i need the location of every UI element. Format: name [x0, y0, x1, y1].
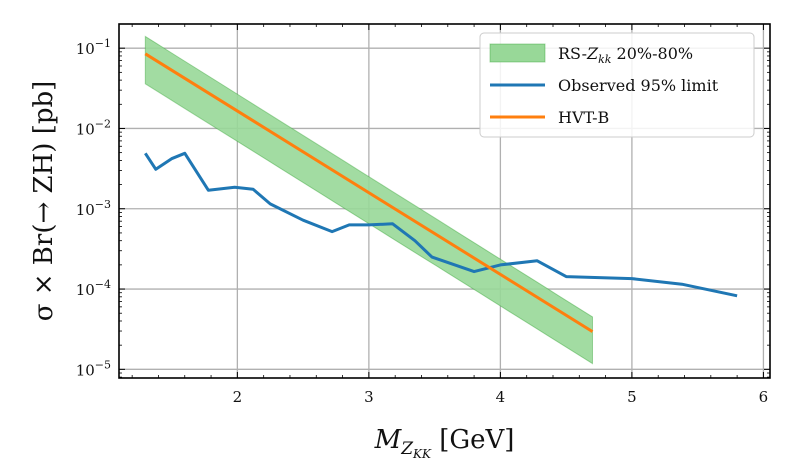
- legend-swatch-band: [489, 43, 546, 63]
- y-tick-label: 10−3: [76, 198, 111, 219]
- y-tick-label: 10−2: [76, 117, 111, 138]
- legend-label: RS-Zkk 20%-80%: [558, 44, 693, 66]
- y-tick-label: 10−1: [76, 37, 111, 58]
- hvt-b-line: [144, 52, 594, 333]
- x-axis-label: MZKK [GeV]: [374, 425, 515, 461]
- band-layer: [144, 35, 593, 365]
- x-tick-label: 3: [364, 388, 374, 406]
- x-tick-label: 4: [496, 388, 506, 406]
- legend-label: Observed 95% limit: [558, 76, 719, 95]
- ticks: 2 3 4 5 6 10−5 10−4 10−3 10−2 10−1: [76, 23, 770, 406]
- x-tick-label: 2: [233, 388, 243, 406]
- legend: RS-Zkk 20%-80% Observed 95% limit HVT-B: [479, 32, 755, 138]
- rs-zkk-band: [144, 35, 593, 365]
- legend-box: [479, 32, 755, 138]
- plot-frame: [118, 23, 771, 379]
- y-tick-label: 10−5: [76, 358, 111, 379]
- series-layer: [144, 52, 738, 333]
- y-tick-label: 10−4: [76, 278, 111, 299]
- observed-limit-line: [144, 151, 738, 298]
- y-axis-label: σ × Br(→ ZH) [pb]: [29, 81, 59, 322]
- x-tick-label: 5: [627, 388, 637, 406]
- x-tick-label: 6: [759, 388, 769, 406]
- legend-label: HVT-B: [558, 108, 609, 127]
